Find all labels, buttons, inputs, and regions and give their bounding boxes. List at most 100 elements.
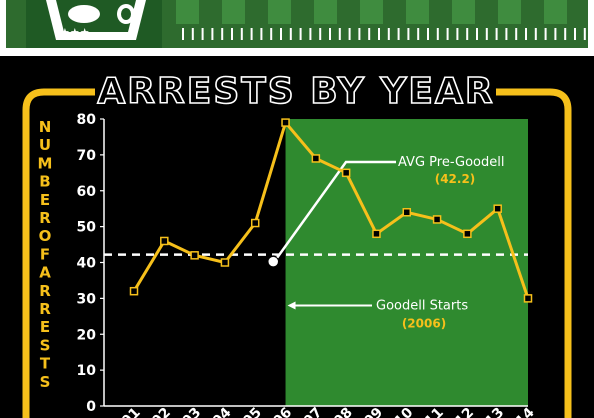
yard-tick [574,28,576,40]
data-point [341,168,351,178]
y-axis-label-char: R [39,300,51,318]
y-axis-label-char: A [39,264,51,282]
data-point [432,215,442,224]
y-axis-label-char: E [40,191,50,209]
yard-stripe [498,0,521,24]
yard-tick [427,28,429,40]
yard-tick [338,28,341,40]
yard-tick [417,28,420,40]
data-point [311,154,321,163]
yard-tick [564,28,567,40]
goodell-year-label: (2006) [402,317,446,331]
field-strip: ★★★ [6,0,588,48]
yard-stripe [268,0,291,24]
data-point [160,236,169,246]
goodell-era-region [285,119,528,406]
yard-tick [583,28,586,40]
yard-tick [280,28,282,40]
yard-tick [378,28,380,40]
y-axis-label-char: M [38,154,53,172]
arrests-line [132,121,530,299]
y-tick-label: 10 [77,363,97,379]
yard-tick [260,28,263,40]
y-axis-label-char: E [40,318,50,336]
yard-tick [397,28,400,40]
y-tick-label: 40 [77,256,97,272]
yard-tick [182,28,184,40]
yard-tick [515,28,518,40]
yard-tick [476,28,478,40]
avg-pointer-dot [266,255,280,268]
yard-tick [231,28,233,40]
data-point [220,258,230,267]
yard-tick [505,28,508,40]
yard-tick [319,28,322,40]
yard-tick [466,28,469,40]
yard-tick [358,28,361,40]
avg-label: AVG Pre-Goodell [398,155,504,170]
yard-tick [309,28,312,40]
y-axis-label-char: O [39,227,52,245]
yard-tick [348,28,351,40]
y-tick-label: 80 [77,112,97,128]
data-point [281,118,290,127]
yard-stripe [544,0,567,24]
yard-tick [221,28,224,40]
yard-tick [407,28,410,40]
yard-tick [299,28,302,40]
y-axis-label-char: B [39,173,50,191]
yard-tick [544,28,547,40]
data-point [463,229,472,239]
yard-tick [201,28,204,40]
yard-tick [495,28,498,40]
y-tick-label: 50 [77,220,97,236]
data-point [402,208,412,217]
data-point [523,294,533,303]
yard-tick [270,28,273,40]
yard-tick [329,28,331,40]
yard-stripe [222,0,245,24]
yard-tick [446,28,449,40]
yard-tick [485,28,488,40]
y-tick-label: 20 [77,327,97,343]
yard-tick [368,28,371,40]
data-point [250,218,260,228]
yard-tick [250,28,253,40]
chart-frame [22,88,572,418]
goodell-arrow-head [287,301,296,310]
y-axis-label-char: F [40,245,50,263]
y-axis-label-char: U [39,136,51,154]
header-banner: ★★★ [0,0,594,56]
yard-tick [534,28,537,40]
y-tick-label: 0 [86,399,96,415]
yard-tick [554,28,557,40]
yard-stripe [452,0,475,24]
y-axis-label-char: S [40,373,51,391]
data-point [493,204,502,213]
avg-value-label: (42.2) [435,172,476,186]
avg-pointer-line [276,160,396,259]
y-axis-label-char: N [39,118,52,136]
yard-tick [191,28,194,40]
y-tick-label: 70 [77,148,97,164]
yard-tick [387,28,390,40]
y-axis-label-char: T [40,355,51,373]
yard-tick [240,28,243,40]
y-tick-label: 60 [77,184,97,200]
yard-tick [436,28,439,40]
yard-tick [456,28,459,40]
y-axis-label-char: S [40,336,51,354]
y-axis-label-char: R [39,282,51,300]
yard-tick [211,28,214,40]
data-point [190,251,199,260]
football-logo-icon: ★★★ [26,0,162,48]
chart-title: ARRESTS BY YEAR [97,71,494,112]
yard-stripe [360,0,383,24]
data-point [372,229,381,239]
svg-text:★★★: ★★★ [60,26,90,39]
yard-stripe [406,0,429,24]
data-point [129,286,139,296]
y-axis-label-char: R [39,209,51,227]
